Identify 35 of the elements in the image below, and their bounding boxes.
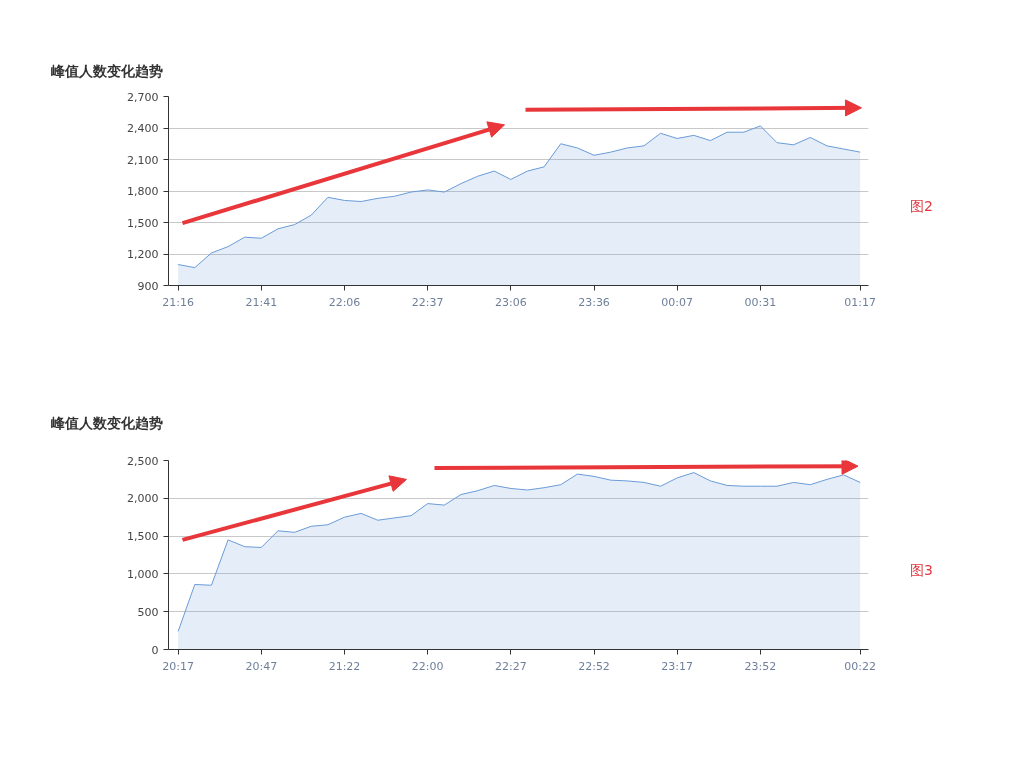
y-tick-label: 900 [137,279,159,293]
y-tick-label: 2,500 [127,454,159,468]
x-tick-label: 23:17 [661,659,694,673]
x-tick-label: 23:36 [578,295,610,309]
y-tick-label: 2,000 [127,492,159,506]
y-tick-label: 2,700 [127,90,159,104]
x-tick-label: 23:52 [744,659,777,673]
x-tick-label: 21:22 [328,659,361,673]
y-tick-label: 1,000 [127,567,159,581]
y-tick-label: 2,100 [127,153,159,167]
x-tick-label: 21:41 [245,295,278,309]
x-tick-label: 00:22 [844,659,877,673]
y-tick-label: 1,500 [127,216,159,230]
x-tick-label: 22:52 [578,659,610,673]
x-tick-label: 20:17 [162,659,194,673]
x-tick-label: 22:06 [328,295,361,309]
x-tick-label: 22:27 [495,659,527,673]
x-tick-label: 00:31 [744,295,777,309]
x-tick-label: 21:16 [162,295,194,309]
y-tick-label: 1,200 [127,248,159,261]
x-tick-label: 22:00 [411,659,444,673]
y-tick-label: 2,400 [127,122,159,135]
y-tick-label: 1,500 [127,530,159,544]
y-tick-label: 500 [137,605,159,619]
x-tick-label: 01:17 [844,295,877,309]
chart-title: 峰值人数变化趋势 [50,62,163,79]
x-tick-label: 23:06 [495,295,527,309]
y-tick-label: 0 [151,643,159,657]
caption: 图3 [910,561,933,580]
caption: 图2 [910,197,933,216]
x-tick-label: 22:37 [411,295,444,309]
chart-title: 峰值人数变化趋势 [50,414,163,431]
x-tick-label: 00:07 [661,295,694,309]
x-tick-label: 20:47 [245,659,278,673]
y-tick-label: 1,800 [127,185,159,198]
